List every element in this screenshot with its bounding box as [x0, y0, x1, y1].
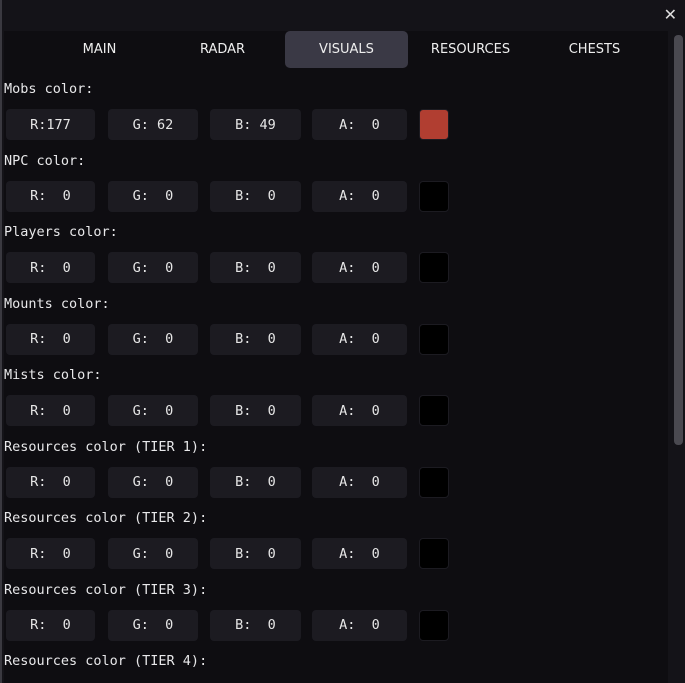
close-icon[interactable]: ✕ [663, 5, 677, 24]
color-label: Mounts color: [4, 295, 110, 312]
color-label: Mists color: [4, 367, 102, 383]
tab-visuals[interactable]: VISUALS [285, 31, 408, 68]
color-label: NPC color: [4, 152, 86, 169]
green-input[interactable]: G: 0 [108, 466, 198, 498]
color-section: Mists color: R: 0 G: 0 B: 0 A: 0 [4, 365, 449, 426]
blue-input[interactable]: B: 49 [210, 109, 301, 140]
blue-input[interactable]: B: 0 [210, 609, 301, 641]
alpha-input[interactable]: A: 0 [312, 466, 407, 498]
red-input[interactable]: R: 0 [6, 323, 95, 355]
color-section: Resources color (TIER 4): [4, 651, 207, 671]
red-input[interactable]: R: 0 [6, 252, 95, 283]
alpha-input[interactable]: A: 0 [312, 609, 407, 641]
alpha-input[interactable]: A: 0 [312, 180, 407, 212]
color-section: Mounts color: R: 0 G: 0 B: 0 A: 0 [4, 294, 449, 355]
blue-input[interactable]: B: 0 [210, 252, 301, 283]
green-input[interactable]: G: 0 [108, 180, 198, 212]
blue-input[interactable]: B: 0 [210, 323, 301, 355]
blue-input[interactable]: B: 0 [210, 538, 301, 569]
color-row: R: 0 G: 0 B: 0 A: 0 [4, 252, 449, 283]
red-input[interactable]: R: 0 [6, 466, 95, 498]
color-swatch[interactable] [419, 395, 449, 426]
green-input[interactable]: G: 0 [108, 538, 198, 569]
tab-radar[interactable]: RADAR [199, 42, 246, 57]
color-label: Players color: [4, 224, 118, 240]
color-label: Resources color (TIER 2): [4, 510, 208, 526]
color-section: Resources color (TIER 2): R: 0 G: 0 B: 0… [4, 508, 449, 569]
content-panel: MAIN RADAR VISUALS RESOURCES CHESTS Mobs… [4, 31, 668, 683]
color-section: Resources color (TIER 1): R: 0 G: 0 B: 0… [4, 437, 449, 498]
green-input[interactable]: G: 0 [108, 395, 198, 426]
blue-input[interactable]: B: 0 [210, 466, 301, 498]
tab-chests[interactable]: CHESTS [568, 42, 621, 57]
color-label: Mobs color: [4, 81, 94, 97]
red-input[interactable]: R: 0 [6, 395, 95, 426]
tab-main[interactable]: MAIN [82, 42, 117, 57]
alpha-input[interactable]: A: 0 [312, 323, 407, 355]
color-swatch[interactable] [419, 538, 449, 569]
color-label: Resources color (TIER 3): [4, 581, 208, 598]
alpha-input[interactable]: A: 0 [312, 395, 407, 426]
alpha-input[interactable]: A: 0 [312, 252, 407, 283]
green-input[interactable]: G: 0 [108, 323, 198, 355]
color-swatch[interactable] [419, 180, 449, 212]
alpha-input[interactable]: A: 0 [312, 538, 407, 569]
color-section: Mobs color: R:177 G: 62 B: 49 A: 0 [4, 79, 449, 140]
alpha-input[interactable]: A: 0 [312, 109, 407, 140]
color-row: R: 0 G: 0 B: 0 A: 0 [4, 323, 449, 355]
color-row: R: 0 G: 0 B: 0 A: 0 [4, 609, 449, 641]
red-input[interactable]: R: 0 [6, 180, 95, 212]
color-label: Resources color (TIER 4): [4, 653, 208, 669]
scrollbar-thumb[interactable] [674, 35, 683, 445]
color-section: Resources color (TIER 3): R: 0 G: 0 B: 0… [4, 580, 449, 641]
color-row: R: 0 G: 0 B: 0 A: 0 [4, 538, 449, 569]
tab-bar: MAIN RADAR VISUALS RESOURCES CHESTS [4, 31, 668, 68]
blue-input[interactable]: B: 0 [210, 180, 301, 212]
green-input[interactable]: G: 62 [108, 109, 198, 140]
color-section: Players color: R: 0 G: 0 B: 0 A: 0 [4, 222, 449, 283]
color-row: R: 0 G: 0 B: 0 A: 0 [4, 395, 449, 426]
color-row: R:177 G: 62 B: 49 A: 0 [4, 109, 449, 140]
color-swatch[interactable] [419, 466, 449, 498]
tab-resources[interactable]: RESOURCES [430, 42, 511, 57]
red-input[interactable]: R:177 [6, 109, 95, 140]
color-swatch[interactable] [419, 252, 449, 283]
color-label: Resources color (TIER 1): [4, 438, 208, 455]
color-row: R: 0 G: 0 B: 0 A: 0 [4, 466, 449, 498]
red-input[interactable]: R: 0 [6, 609, 95, 641]
green-input[interactable]: G: 0 [108, 609, 198, 641]
color-swatch[interactable] [419, 609, 449, 641]
color-row: R: 0 G: 0 B: 0 A: 0 [4, 180, 449, 212]
blue-input[interactable]: B: 0 [210, 395, 301, 426]
green-input[interactable]: G: 0 [108, 252, 198, 283]
scrollbar[interactable] [672, 35, 684, 683]
color-swatch[interactable] [419, 109, 449, 140]
color-swatch[interactable] [419, 323, 449, 355]
red-input[interactable]: R: 0 [6, 538, 95, 569]
color-section: NPC color: R: 0 G: 0 B: 0 A: 0 [4, 151, 449, 212]
